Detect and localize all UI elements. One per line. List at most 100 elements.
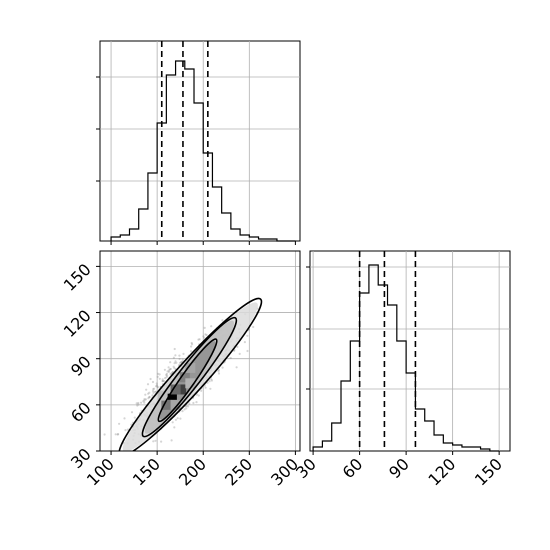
scatter-point: [165, 372, 168, 375]
scatter-point: [197, 394, 200, 397]
scatter-point: [155, 382, 158, 385]
scatter-point: [182, 352, 185, 355]
scatter-point: [174, 360, 177, 363]
scatter-point: [205, 333, 208, 337]
scatter-point: [135, 402, 138, 405]
scatter-point: [246, 349, 249, 353]
scatter-point: [161, 379, 164, 383]
scatter-point: [130, 411, 134, 414]
scatter-point: [178, 354, 181, 357]
density-cell: [170, 384, 181, 395]
density-cell: [185, 362, 196, 373]
scatter-point: [156, 386, 159, 389]
density-cell: [185, 378, 196, 389]
scatter-point: [153, 387, 156, 390]
scatter-point: [153, 390, 156, 393]
scatter-point: [209, 387, 212, 390]
scatter-point: [200, 389, 203, 392]
scatter-point: [114, 433, 117, 436]
scatter-point: [171, 421, 174, 424]
scatter-point: [173, 362, 176, 365]
histogram-x-step: [110, 60, 296, 242]
scatter-point: [181, 358, 184, 361]
scatter-x-tick-label: 250: [221, 454, 256, 489]
histogram-y-tick-label: 60: [339, 454, 367, 482]
scatter-point: [203, 326, 206, 329]
density-cell: [176, 384, 187, 395]
scatter-point: [126, 428, 129, 431]
contour-line: [118, 297, 263, 451]
scatter-point: [204, 386, 207, 389]
histogram-x-ticks: [96, 76, 296, 245]
scatter-point: [149, 377, 152, 381]
density-cell: [161, 399, 172, 410]
contour-line: [141, 316, 238, 438]
scatter-point: [217, 368, 220, 372]
scatter-point: [123, 417, 126, 420]
scatter-point: [151, 389, 155, 393]
histogram-x-quantiles: [160, 41, 209, 241]
scatter-point: [169, 367, 172, 371]
scatter-point: [117, 433, 120, 436]
histogram-y-grid: [310, 251, 510, 451]
scatter-point: [180, 361, 183, 364]
scatter-point: [187, 405, 190, 408]
scatter-point: [143, 401, 146, 404]
histogram-y-bars: [312, 264, 500, 452]
scatter-point: [119, 456, 121, 458]
scatter-point: [118, 422, 121, 425]
histogram-y-tick-label: 120: [424, 454, 459, 489]
scatter-point: [191, 343, 194, 346]
scatter-point: [156, 375, 159, 378]
scatter-point: [238, 352, 241, 355]
scatter-point: [140, 401, 143, 404]
scatter-point: [152, 391, 155, 394]
scatter-point: [158, 377, 161, 380]
scatter-point: [174, 418, 177, 421]
scatter-point: [180, 360, 183, 363]
density-cell: [179, 372, 190, 383]
density-cells: [122, 302, 258, 451]
scatter-frame: [99, 250, 301, 452]
scatter-point: [178, 357, 181, 361]
scatter-point: [189, 350, 193, 353]
scatter-point: [202, 335, 205, 338]
density-cell: [170, 399, 181, 410]
scatter-point: [170, 439, 173, 442]
scatter-point: [156, 385, 159, 388]
scatter-point: [161, 378, 164, 381]
scatter-point: [133, 416, 136, 419]
scatter-point: [190, 341, 193, 345]
histogram-y-frame: [309, 250, 511, 452]
scatter-point: [233, 349, 236, 352]
scatter-point: [124, 429, 127, 432]
scatter-point: [161, 380, 164, 383]
scatter-point: [252, 325, 255, 329]
scatter-point: [167, 366, 170, 369]
scatter-point: [116, 433, 119, 436]
scatter-point: [206, 381, 209, 384]
scatter-point: [166, 370, 169, 373]
scatter-point: [155, 384, 159, 387]
scatter-point: [210, 379, 213, 382]
scatter-point: [156, 372, 160, 375]
scatter-point: [165, 373, 168, 376]
scatter-point: [148, 395, 151, 398]
histogram-y-quantiles: [358, 251, 417, 451]
contour-lines: [118, 297, 263, 451]
scatter-point: [172, 356, 175, 359]
scatter-y-tick-label: 150: [60, 260, 95, 295]
histogram-x-grid: [100, 41, 300, 241]
scatter-point: [158, 373, 161, 376]
scatter-point: [210, 378, 213, 381]
scatter-point: [185, 404, 188, 408]
scatter-point: [190, 345, 193, 348]
histogram-x-bars: [110, 60, 296, 242]
scatter-point: [147, 392, 150, 395]
scatter-point: [173, 347, 176, 351]
scatter-point: [165, 376, 168, 379]
scatter-x-tick-label: 200: [175, 454, 210, 489]
scatter-point: [142, 400, 145, 403]
